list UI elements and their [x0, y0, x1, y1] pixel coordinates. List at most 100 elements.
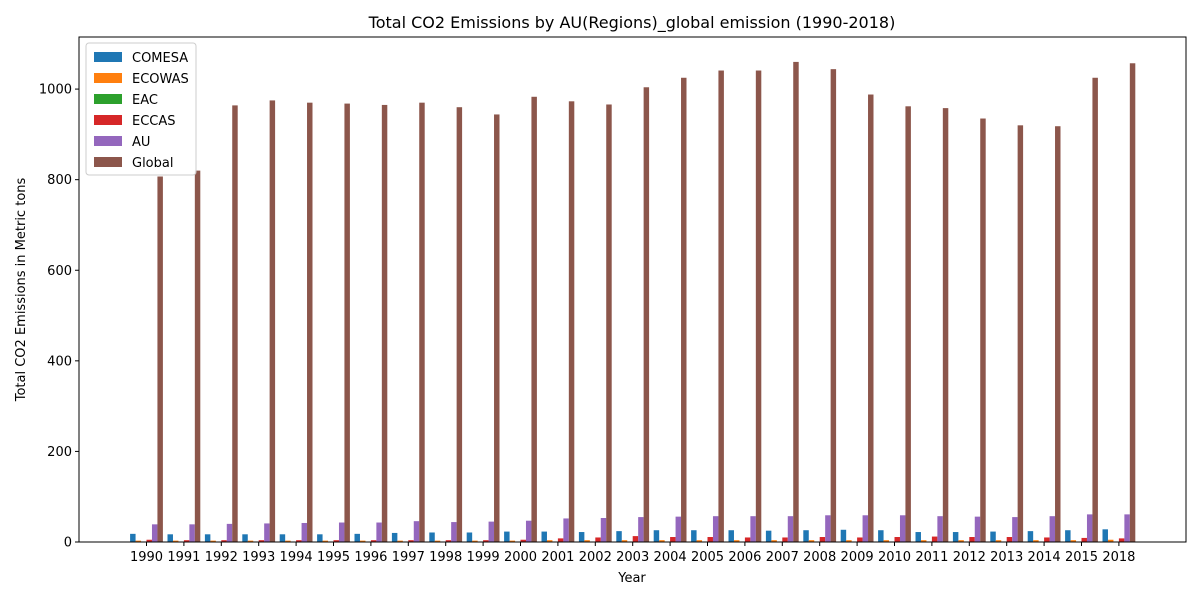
- bar-global-2010: [905, 106, 910, 542]
- bar-au-2001: [563, 518, 568, 542]
- bar-eccas-2015: [1082, 538, 1087, 542]
- bar-comesa-1990: [130, 534, 135, 542]
- bar-au-2006: [750, 516, 755, 542]
- legend-label-au: AU: [132, 135, 150, 150]
- x-tick-label: 2000: [504, 550, 537, 565]
- x-tick-label: 1998: [429, 550, 462, 565]
- x-tick-label: 2002: [579, 550, 612, 565]
- x-tick-label: 2011: [915, 550, 948, 565]
- bar-global-2004: [681, 78, 686, 542]
- bar-comesa-2004: [654, 530, 659, 542]
- bar-au-2014: [1050, 516, 1055, 542]
- bar-au-2015: [1087, 514, 1092, 542]
- bar-comesa-2018: [1103, 529, 1108, 542]
- bar-eccas-2003: [633, 536, 638, 542]
- legend-label-global: Global: [132, 156, 173, 171]
- bar-comesa-1995: [317, 534, 322, 542]
- x-tick-label: 1999: [467, 550, 500, 565]
- bar-comesa-2014: [1028, 531, 1033, 542]
- x-tick-label: 1990: [130, 550, 163, 565]
- bar-eccas-2007: [782, 537, 787, 542]
- bar-global-1997: [419, 103, 424, 542]
- x-tick-label: 1991: [167, 550, 200, 565]
- bar-eccas-2018: [1119, 538, 1124, 542]
- bar-eccas-2014: [1044, 537, 1049, 542]
- bar-comesa-2003: [616, 531, 621, 542]
- bar-au-1992: [227, 524, 232, 542]
- bar-global-2015: [1092, 78, 1097, 542]
- legend-label-eac: EAC: [132, 93, 158, 108]
- bar-au-2009: [863, 515, 868, 542]
- bar-eccas-2012: [969, 537, 974, 542]
- bar-comesa-2005: [691, 530, 696, 542]
- y-tick-label: 800: [47, 173, 72, 188]
- x-tick-label: 2009: [841, 550, 874, 565]
- bar-au-2018: [1124, 514, 1129, 542]
- bar-comesa-2002: [579, 532, 584, 542]
- bar-au-1991: [189, 524, 194, 542]
- legend-label-eccas: ECCAS: [132, 114, 176, 129]
- bar-global-2012: [980, 119, 985, 542]
- legend-swatch-ecowas: [94, 73, 122, 83]
- bar-comesa-2013: [990, 532, 995, 542]
- x-tick-label: 1995: [317, 550, 350, 565]
- bar-comesa-1999: [467, 532, 472, 542]
- bar-global-2001: [569, 101, 574, 542]
- bar-au-2007: [788, 516, 793, 542]
- x-tick-label: 2014: [1028, 550, 1061, 565]
- bar-global-2000: [531, 97, 536, 542]
- bar-au-1993: [264, 523, 269, 542]
- bar-au-1997: [414, 521, 419, 542]
- bar-global-2007: [793, 62, 798, 542]
- y-axis-label: Total CO2 Emissions in Metric tons: [14, 178, 29, 403]
- x-tick-label: 2010: [878, 550, 911, 565]
- bar-comesa-1996: [355, 534, 360, 542]
- bar-au-1990: [152, 524, 157, 542]
- x-tick-label: 2008: [803, 550, 836, 565]
- bar-au-2002: [601, 518, 606, 542]
- bar-global-1992: [232, 105, 237, 542]
- bar-au-2010: [900, 515, 905, 542]
- bar-au-1996: [376, 523, 381, 542]
- bars-layer: [130, 62, 1135, 542]
- bar-eccas-2013: [1007, 537, 1012, 542]
- bar-au-2000: [526, 521, 531, 542]
- x-tick-label: 1996: [354, 550, 387, 565]
- legend-label-comesa: COMESA: [132, 51, 188, 66]
- bar-global-2011: [943, 108, 948, 542]
- bar-comesa-2006: [729, 530, 734, 542]
- legend-swatch-au: [94, 136, 122, 146]
- bar-eccas-2010: [895, 537, 900, 542]
- x-tick-label: 2005: [691, 550, 724, 565]
- bar-global-1991: [195, 171, 200, 542]
- bar-eccas-2005: [708, 537, 713, 542]
- x-tick-label: 2013: [990, 550, 1023, 565]
- x-tick-label: 1993: [242, 550, 275, 565]
- bar-comesa-1994: [280, 534, 285, 542]
- bar-au-2008: [825, 515, 830, 542]
- y-tick-label: 400: [47, 354, 72, 369]
- bar-global-2005: [718, 71, 723, 542]
- bar-global-2008: [831, 69, 836, 542]
- bar-eccas-2006: [745, 537, 750, 542]
- bar-global-2009: [868, 95, 873, 542]
- y-tick-label: 1000: [39, 83, 72, 98]
- bar-au-1999: [489, 522, 494, 542]
- chart-title: Total CO2 Emissions by AU(Regions)_globa…: [368, 13, 896, 33]
- bar-au-2013: [1012, 517, 1017, 542]
- bar-global-2014: [1055, 126, 1060, 542]
- bar-global-1994: [307, 103, 312, 542]
- bar-comesa-1993: [242, 534, 247, 542]
- bar-comesa-2008: [803, 530, 808, 542]
- x-tick-label: 2015: [1065, 550, 1098, 565]
- bar-au-1995: [339, 523, 344, 542]
- x-tick-label: 2006: [728, 550, 761, 565]
- bar-global-1993: [270, 100, 275, 542]
- bar-au-2004: [676, 517, 681, 542]
- legend-swatch-global: [94, 157, 122, 167]
- bar-global-2002: [606, 104, 611, 542]
- legend-swatch-eccas: [94, 115, 122, 125]
